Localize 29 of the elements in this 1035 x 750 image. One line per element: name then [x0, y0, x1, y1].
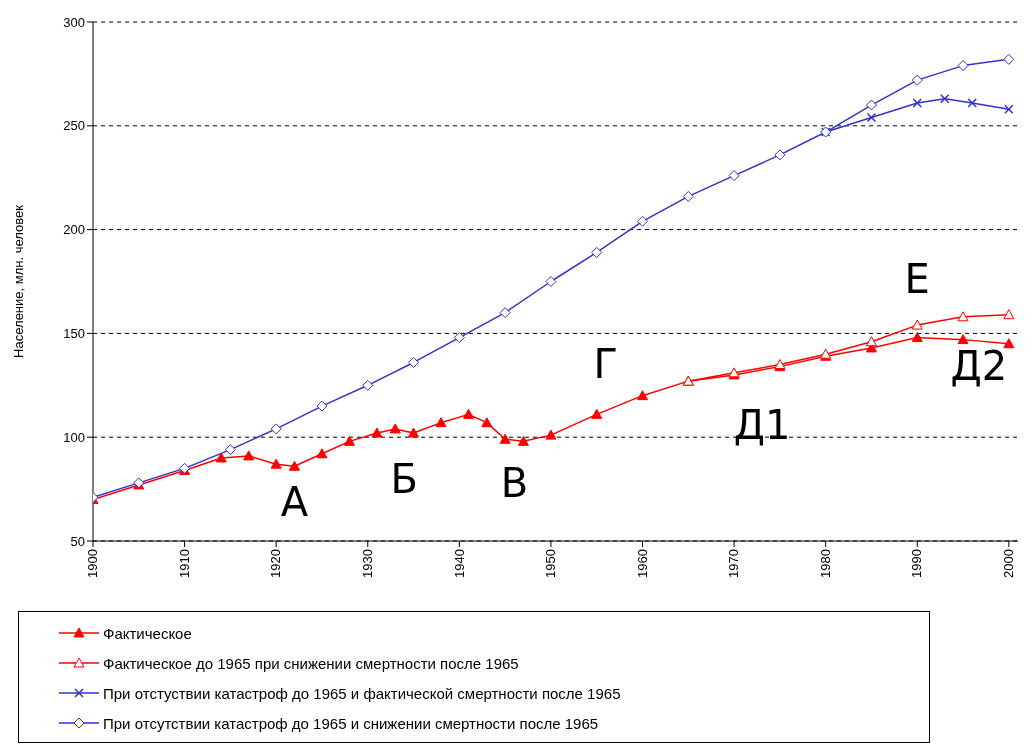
- annotation: А: [280, 479, 309, 526]
- y-tick-label: 100: [63, 429, 85, 445]
- x-tick-label: 1950: [543, 549, 559, 578]
- x-tick-label: 1930: [359, 549, 375, 578]
- y-tick-label: 150: [63, 326, 85, 342]
- annotation: Г: [593, 341, 618, 388]
- x-tick-label: 1980: [817, 549, 833, 578]
- x-tick-label: 1940: [451, 549, 467, 578]
- annotation: Е: [904, 256, 930, 303]
- annotation: Б: [390, 455, 418, 502]
- legend-label: При отсутствии катастроф до 1965 и снижении смертности после 1965: [103, 714, 599, 732]
- x-tick-label: 1960: [634, 549, 650, 578]
- y-tick-label: 250: [63, 118, 85, 134]
- x-tick-label: 2000: [1001, 549, 1017, 578]
- legend-label: При отстуствии катастроф до 1965 и фактической смертности после 1965: [103, 684, 621, 702]
- y-tick-label: 50: [70, 533, 85, 549]
- x-tick-label: 1920: [268, 549, 284, 578]
- annotation: Д2: [950, 342, 1008, 389]
- y-tick-label: 300: [63, 14, 85, 30]
- y-axis-title: Население, млн. человек: [10, 204, 26, 358]
- legend-label: Фактическое: [103, 624, 192, 642]
- annotation: В: [500, 460, 529, 507]
- x-tick-label: 1970: [726, 549, 742, 578]
- x-tick-label: 1990: [909, 549, 925, 578]
- legend-label: Фактическое до 1965 при снижении смертности после 1965: [103, 654, 519, 672]
- y-tick-label: 200: [63, 222, 85, 238]
- annotation: Д1: [733, 401, 791, 448]
- x-tick-label: 1900: [85, 549, 101, 578]
- x-tick-label: 1910: [176, 549, 192, 578]
